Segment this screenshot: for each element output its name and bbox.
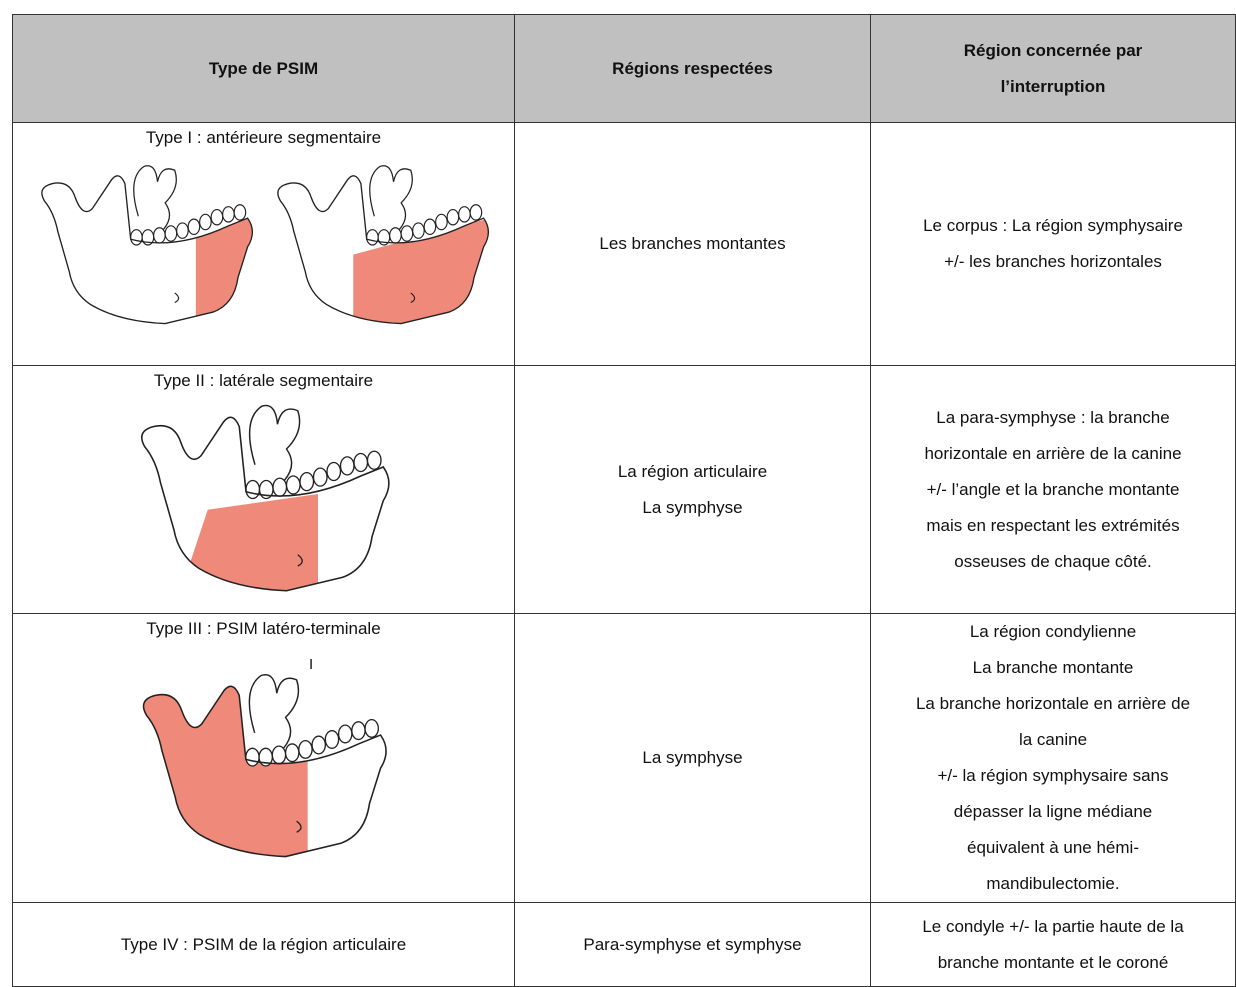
text-line: horizontale en arrière de la canine xyxy=(924,443,1182,463)
psim-table: Type de PSIM Régions respectées Région c… xyxy=(12,14,1236,987)
type-cell: Type III : PSIM latéro-terminale I xyxy=(12,613,515,903)
text-line: +/- les branches horizontales xyxy=(944,252,1162,271)
illustrations xyxy=(13,155,514,335)
text-line: La branche horizontale en arrière de xyxy=(915,694,1191,713)
type-title: Type II : latérale segmentaire xyxy=(153,371,374,390)
text-line: branche montante et le coroné xyxy=(937,952,1169,972)
interruption-cell: Le condyle +/- la partie haute de la bran… xyxy=(870,902,1236,987)
interruption-cell: La para-symphyse : la branche horizontale… xyxy=(870,365,1236,614)
text-line: Le corpus : La région symphysaire xyxy=(923,216,1183,235)
header-cell: Région concernée par l’interruption xyxy=(870,14,1236,123)
illustrations xyxy=(13,396,514,601)
text-line: mais en respectant les extrémités xyxy=(926,515,1180,535)
text-line: La région articulaire xyxy=(617,461,768,481)
type-title: Type IV : PSIM de la région articulaire xyxy=(120,934,407,954)
text-line: Le condyle +/- la partie haute de la xyxy=(922,916,1184,936)
type-cell: Type I : antérieure segmentaire xyxy=(12,122,515,366)
regions-cell: La région articulaire La symphyse xyxy=(514,365,871,614)
type-cell: Type IV : PSIM de la région articulaire xyxy=(12,902,515,987)
row: Type I : antérieure segmentaire Les bran… xyxy=(12,122,1236,366)
mandible-illustration xyxy=(267,155,497,335)
text-line: La symphyse xyxy=(642,748,743,767)
regions-cell: La symphyse xyxy=(514,613,871,903)
header-row: Type de PSIM Régions respectées Région c… xyxy=(12,14,1236,123)
text-line: osseuses de chaque côté. xyxy=(954,551,1152,571)
interruption-cell: Le corpus : La région symphysaire +/- les… xyxy=(870,122,1236,366)
text-line: La région condylienne xyxy=(969,622,1137,641)
row: Type II : latérale segmentaire La région… xyxy=(12,365,1236,614)
type-title: Type III : PSIM latéro-terminale xyxy=(146,619,381,638)
text-line: La para-symphyse : la branche xyxy=(936,407,1170,427)
interruption-cell: La région condylienne La branche montante… xyxy=(870,613,1236,903)
text-line: La symphyse xyxy=(642,497,743,517)
header-line: l’interruption xyxy=(1000,76,1106,96)
text-line: Les branches montantes xyxy=(599,234,786,253)
type-cell: Type II : latérale segmentaire xyxy=(12,365,515,614)
text-line: +/- l’angle et la branche montante xyxy=(926,479,1180,499)
mandible-illustration xyxy=(129,396,399,601)
text-line: équivalent à une hémi- xyxy=(966,838,1139,857)
text-line: La branche montante xyxy=(972,658,1134,677)
text-line: Para-symphyse et symphyse xyxy=(583,934,802,954)
text-line: mandibulectomie. xyxy=(986,874,1120,893)
text-line: dépasser la ligne médiane xyxy=(953,802,1153,821)
text-line: la canine xyxy=(1018,730,1088,749)
mandible-illustration xyxy=(31,155,261,335)
header-line: Région concernée par xyxy=(963,40,1143,60)
text-line: +/- la région symphysaire sans xyxy=(937,766,1169,785)
header-cell: Régions respectées xyxy=(514,14,871,123)
mandible-illustration xyxy=(131,656,396,876)
regions-cell: Para-symphyse et symphyse xyxy=(514,902,871,987)
row: Type III : PSIM latéro-terminale I La sy… xyxy=(12,613,1236,903)
regions-cell: Les branches montantes xyxy=(514,122,871,366)
illustrations xyxy=(13,656,514,876)
header-cell: Type de PSIM xyxy=(12,14,515,123)
type-title: Type I : antérieure segmentaire xyxy=(145,128,382,147)
stray-mark: I xyxy=(309,656,314,673)
row: Type IV : PSIM de la région articulaire … xyxy=(12,902,1236,987)
